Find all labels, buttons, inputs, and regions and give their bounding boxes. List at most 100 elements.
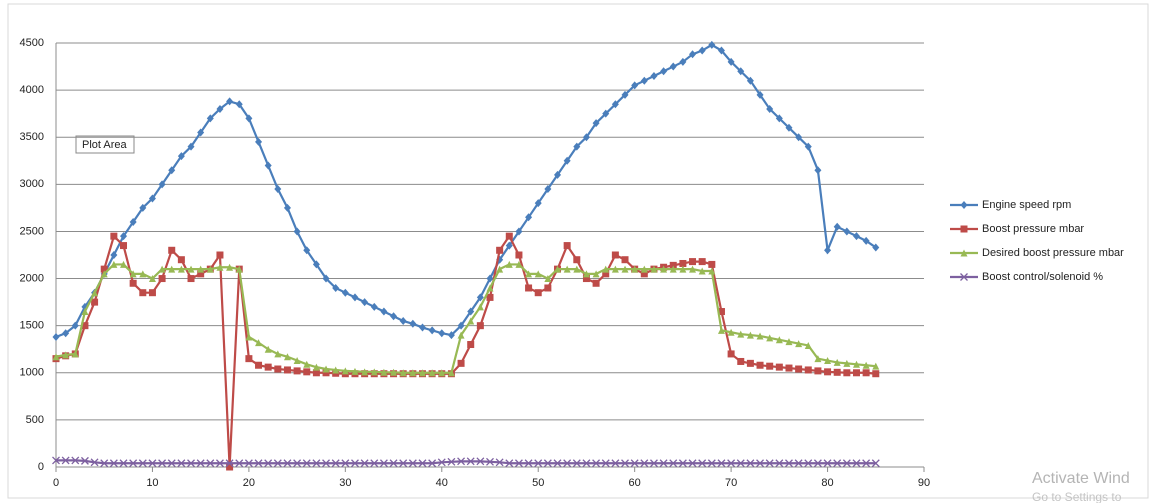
marker	[187, 142, 195, 151]
marker	[158, 180, 166, 189]
marker	[505, 241, 513, 250]
marker	[534, 199, 542, 208]
marker	[361, 368, 369, 376]
marker	[766, 334, 774, 342]
marker	[206, 459, 215, 468]
tooltip-box	[75, 135, 135, 154]
marker	[486, 274, 494, 283]
marker	[602, 270, 610, 278]
marker	[621, 459, 629, 468]
marker	[264, 161, 272, 170]
marker	[370, 459, 379, 468]
marker	[428, 326, 436, 335]
marker	[852, 360, 860, 368]
marker	[71, 456, 80, 465]
marker	[91, 298, 99, 306]
marker	[361, 298, 369, 307]
marker	[833, 358, 841, 366]
marker	[100, 265, 108, 273]
marker	[862, 236, 870, 245]
marker	[322, 459, 331, 468]
marker	[544, 284, 552, 292]
marker	[80, 456, 89, 465]
marker	[399, 369, 407, 377]
marker	[167, 459, 176, 468]
marker	[495, 458, 504, 467]
marker	[563, 265, 571, 273]
marker	[476, 322, 484, 330]
marker	[534, 270, 542, 278]
marker	[409, 369, 417, 377]
marker	[871, 459, 880, 468]
marker	[650, 71, 658, 80]
marker	[216, 263, 224, 271]
marker	[467, 307, 475, 316]
marker	[689, 258, 697, 266]
marker	[206, 265, 214, 273]
marker	[158, 265, 166, 273]
legend-label: Desired boost pressure mbar	[982, 247, 1124, 259]
marker	[129, 279, 137, 287]
marker	[737, 67, 745, 76]
marker	[833, 459, 842, 468]
marker	[197, 270, 205, 278]
marker	[640, 76, 648, 85]
marker	[226, 263, 234, 271]
marker	[457, 457, 466, 466]
marker	[679, 265, 687, 273]
marker	[187, 459, 195, 468]
marker	[795, 340, 803, 348]
marker	[244, 459, 253, 468]
marker	[52, 332, 60, 341]
x-tick-label: 20	[243, 477, 255, 489]
marker	[158, 275, 166, 283]
marker	[804, 142, 812, 151]
marker	[100, 459, 109, 468]
marker	[129, 459, 138, 468]
marker	[486, 284, 494, 292]
marker	[109, 459, 118, 468]
marker	[457, 331, 465, 339]
marker	[515, 251, 523, 259]
marker	[727, 350, 735, 358]
x-tick-label: 90	[918, 477, 930, 489]
marker	[515, 227, 523, 236]
marker	[418, 323, 426, 332]
marker	[669, 459, 678, 468]
marker	[312, 363, 320, 371]
marker	[843, 369, 851, 377]
marker	[457, 359, 465, 367]
marker	[245, 114, 253, 123]
y-tick-label: 2000	[20, 272, 44, 284]
marker	[960, 273, 968, 281]
marker	[360, 459, 369, 468]
marker	[62, 351, 70, 359]
marker	[255, 137, 263, 146]
marker	[785, 459, 793, 468]
marker	[601, 459, 610, 468]
marker	[71, 321, 79, 330]
marker	[640, 270, 648, 278]
marker	[611, 459, 620, 468]
marker	[573, 256, 581, 264]
marker	[852, 232, 860, 241]
marker	[81, 308, 89, 316]
marker	[447, 369, 455, 377]
marker	[525, 213, 533, 222]
marker	[678, 459, 687, 468]
marker	[727, 459, 736, 468]
marker	[765, 459, 774, 468]
marker	[235, 265, 243, 273]
marker	[110, 251, 118, 259]
marker	[698, 459, 707, 468]
marker	[775, 336, 783, 344]
marker	[370, 368, 378, 376]
marker	[872, 370, 880, 378]
marker	[331, 459, 340, 468]
marker	[438, 369, 446, 377]
marker	[621, 256, 629, 264]
marker	[669, 265, 677, 273]
marker	[746, 359, 754, 367]
tooltip: Plot Area	[82, 139, 128, 151]
marker	[795, 365, 803, 373]
